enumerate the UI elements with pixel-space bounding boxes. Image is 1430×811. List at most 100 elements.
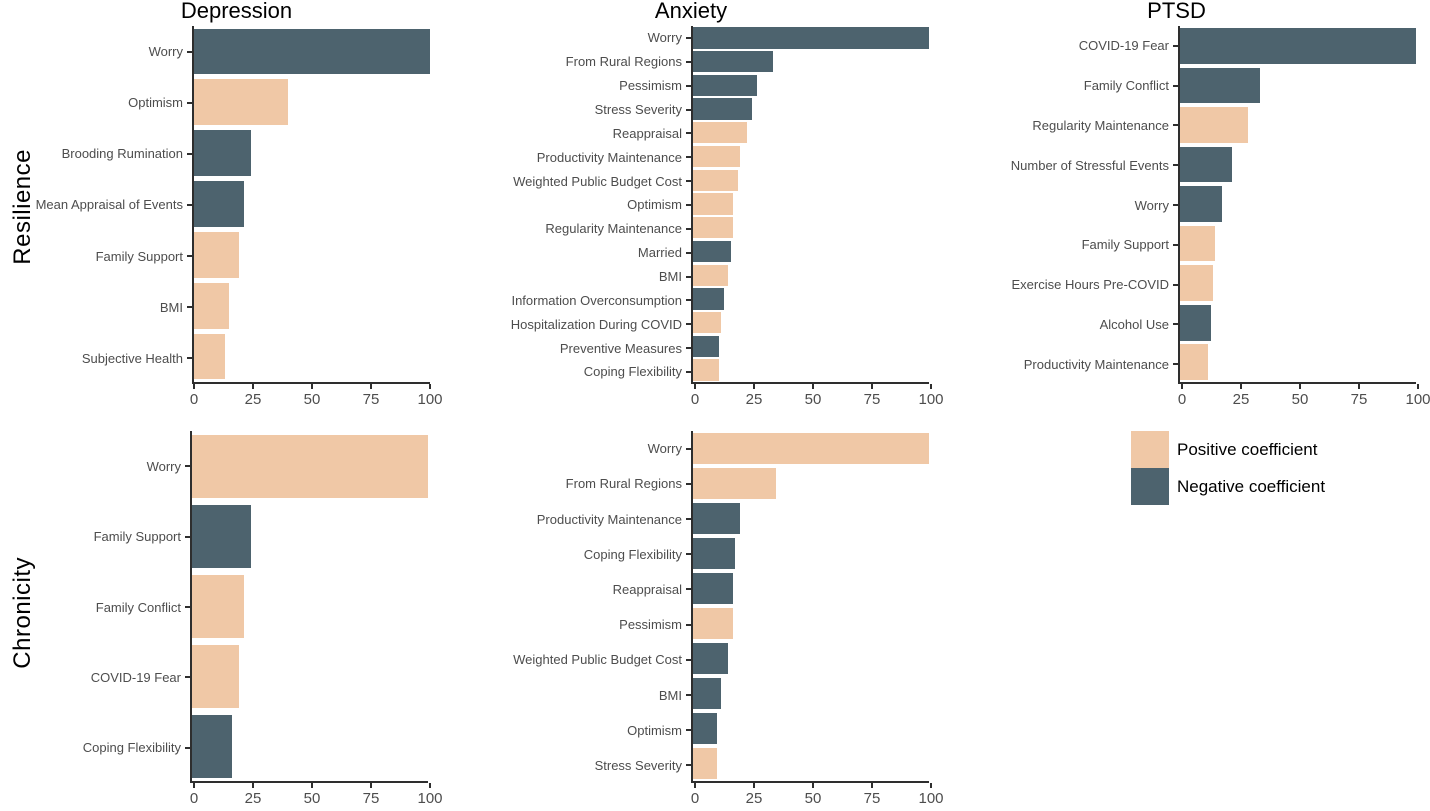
bar-stress-severity xyxy=(693,98,752,120)
bar-row xyxy=(194,280,430,331)
x-tick-mark xyxy=(252,783,254,788)
x-tick-label: 50 xyxy=(1291,391,1309,408)
x-tick-mark xyxy=(1240,384,1242,389)
category-label: Coping Flexibility xyxy=(82,740,181,756)
legend-item-negative: Negative coefficient xyxy=(1131,468,1430,505)
x-tick-mark xyxy=(1417,384,1419,389)
y-tick-mark xyxy=(1173,44,1178,47)
x-tick-mark xyxy=(252,384,254,389)
category-label: Coping Flexibility xyxy=(583,364,682,380)
bar-row xyxy=(1180,263,1416,303)
y-axis-labels: COVID-19 Fear Family Conflict Regularity M… xyxy=(937,26,1178,384)
category-label: Reappraisal xyxy=(612,581,682,597)
y-tick-mark xyxy=(1173,204,1178,207)
bar-row xyxy=(693,571,929,606)
y-tick-mark xyxy=(686,347,691,350)
bar-row xyxy=(1180,224,1416,264)
category-label: Productivity Maintenance xyxy=(536,511,682,527)
x-tick-label: 50 xyxy=(303,790,321,807)
y-tick-mark xyxy=(686,84,691,87)
x-tick-mark xyxy=(930,384,932,389)
facet: Anxiety Worry From Rural Regions Pessimism… xyxy=(453,0,944,412)
bar-productivity-maintenance xyxy=(693,145,741,168)
bar-worry xyxy=(693,432,929,465)
y-tick-mark xyxy=(1173,243,1178,246)
category-row-productivity-maintenance: Productivity Maintenance xyxy=(453,145,691,169)
category-label: Brooding Rumination xyxy=(61,146,183,162)
bar-preventive-measures xyxy=(693,335,719,358)
bar-exercise-hours-pre-covid xyxy=(1180,265,1214,301)
category-label: Pessimism xyxy=(619,78,682,94)
y-tick-mark xyxy=(187,306,192,309)
bar-row xyxy=(693,192,929,216)
y-tick-mark xyxy=(686,370,691,373)
panel-chronicity-anxiety: Worry From Rural Regions Productivity Main… xyxy=(453,414,944,811)
category-row-bmi: BMI xyxy=(453,265,691,289)
y-tick-mark xyxy=(686,299,691,302)
bar-family-conflict xyxy=(192,574,244,638)
category-label: COVID-19 Fear xyxy=(1078,38,1169,54)
bar-hospitalization-during-covid xyxy=(693,312,722,334)
y-tick-mark xyxy=(686,658,691,661)
bar-row xyxy=(192,501,428,571)
bar-mean-appraisal-of-events xyxy=(194,181,244,227)
x-tick-mark xyxy=(193,384,195,389)
x-tick-label: 0 xyxy=(690,391,700,408)
category-label: Worry xyxy=(647,441,682,457)
category-row-pessimism: Pessimism xyxy=(453,74,691,98)
bar-reappraisal xyxy=(693,122,748,144)
category-label: Productivity Maintenance xyxy=(536,149,682,165)
x-tick-label: 25 xyxy=(244,790,262,807)
plot-area xyxy=(691,26,929,384)
bar-row xyxy=(1180,303,1416,343)
x-tick-label: 25 xyxy=(244,391,262,408)
bar-row xyxy=(693,216,929,240)
bar-row xyxy=(693,50,929,74)
y-tick-mark xyxy=(187,357,192,360)
bar-worry xyxy=(194,28,430,75)
y-tick-mark xyxy=(185,465,190,468)
bar-optimism xyxy=(194,79,289,126)
category-label: Weighted Public Budget Cost xyxy=(513,173,682,189)
panel-body: Worry From Rural Regions Pessimism Stress S… xyxy=(453,26,929,384)
x-tick-label: 100 xyxy=(1405,391,1430,408)
x-tick-label: 50 xyxy=(804,391,822,408)
category-row-stress-severity: Stress Severity xyxy=(453,748,691,783)
x-tick-label: 50 xyxy=(303,391,321,408)
y-axis-labels: Worry From Rural Regions Productivity Main… xyxy=(453,431,691,783)
bar-row xyxy=(1180,343,1416,383)
y-axis-labels: Worry Family Support Family Conflict COVID-… xyxy=(45,431,190,783)
y-tick-mark xyxy=(187,152,192,155)
bar-row xyxy=(693,168,929,192)
category-label: Weighted Public Budget Cost xyxy=(513,652,682,668)
x-axis: 0 25 50 75 100 xyxy=(691,384,944,412)
category-label: Stress Severity xyxy=(594,102,682,117)
y-tick-mark xyxy=(686,251,691,254)
category-label: Optimism xyxy=(627,197,682,213)
bar-coping-flexibility xyxy=(693,359,719,381)
category-row-family-support: Family Support xyxy=(45,501,190,571)
y-tick-mark xyxy=(686,623,691,626)
y-axis-labels: Worry From Rural Regions Pessimism Stress S… xyxy=(453,26,691,384)
bar-pessimism xyxy=(693,607,734,640)
x-tick-mark xyxy=(812,783,814,788)
y-tick-mark xyxy=(686,694,691,697)
bar-row xyxy=(693,73,929,97)
bar-family-conflict xyxy=(1180,67,1261,104)
positive-coefficient-swatch xyxy=(1131,431,1169,468)
category-label: Married xyxy=(637,245,682,261)
category-row-worry: Worry xyxy=(937,185,1178,225)
y-axis-labels: Worry Optimism Brooding Rumination Mean App… xyxy=(36,26,192,384)
bar-covid-19-fear xyxy=(192,644,240,708)
plot-area xyxy=(190,431,428,783)
y-tick-mark xyxy=(686,729,691,732)
y-tick-mark xyxy=(686,518,691,520)
x-tick-mark xyxy=(370,384,372,389)
x-tick-label: 25 xyxy=(745,790,763,807)
category-label: Preventive Measures xyxy=(559,340,682,356)
y-tick-mark xyxy=(1173,283,1178,286)
bar-from-rural-regions xyxy=(693,467,776,500)
y-tick-mark xyxy=(187,203,192,206)
y-tick-mark xyxy=(1173,363,1178,366)
category-label: Exercise Hours Pre-COVID xyxy=(1011,277,1169,293)
